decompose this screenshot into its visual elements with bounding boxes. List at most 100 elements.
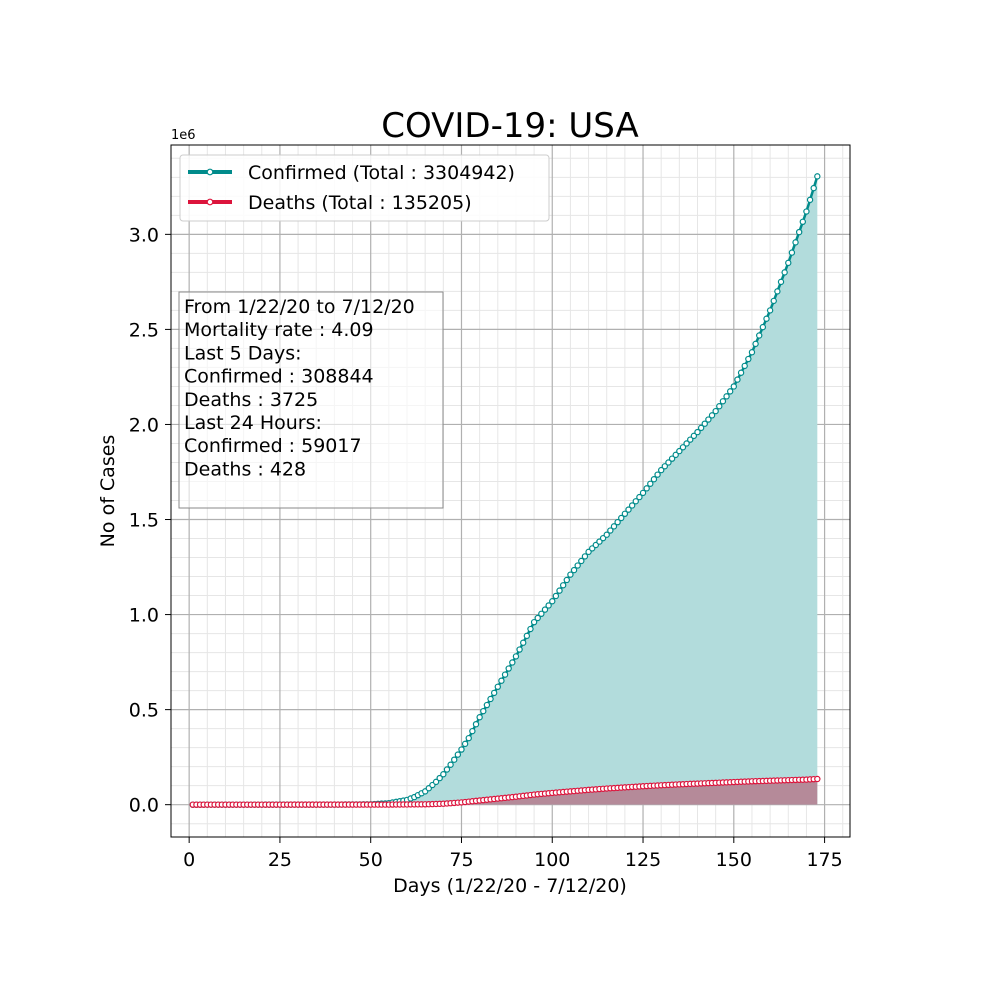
confirmed-point [734, 376, 741, 383]
confirmed-point [490, 689, 498, 697]
confirmed-point [748, 349, 756, 356]
confirmed-point [694, 428, 701, 436]
confirmed-point [788, 249, 796, 256]
confirmed-point [501, 671, 509, 678]
confirmed-point [447, 761, 454, 768]
confirmed-point [628, 502, 636, 509]
confirmed-point [687, 436, 694, 443]
x-tick-label: 100 [534, 849, 570, 871]
confirmed-point [730, 383, 738, 390]
confirmed-point [774, 288, 781, 295]
confirmed-point [530, 618, 538, 626]
confirmed-point [483, 701, 491, 709]
confirmed-point [657, 466, 665, 474]
confirmed-point [639, 489, 647, 497]
confirmed-point [705, 416, 712, 423]
confirmed-point [461, 740, 469, 748]
confirmed-point [777, 278, 785, 286]
confirmed-point [556, 587, 563, 594]
x-tick-label: 150 [716, 849, 752, 871]
confirmed-point [708, 412, 716, 419]
confirmed-point [770, 297, 777, 305]
confirmed-point [469, 727, 476, 735]
confirmed-point [559, 582, 567, 589]
confirmed-point [505, 665, 512, 672]
confirmed-point [570, 566, 578, 574]
confirmed-point [523, 632, 531, 640]
confirmed-point [679, 444, 687, 451]
confirmed-point [697, 424, 705, 432]
confirmed-point [440, 771, 447, 778]
y-axis-label: No of Cases [97, 435, 119, 548]
confirmed-point [737, 369, 745, 376]
confirmed-point [581, 553, 589, 560]
y-tick-label: 0.5 [129, 700, 159, 722]
confirmed-point [785, 259, 792, 267]
confirmed-point [516, 646, 523, 653]
deaths-point [814, 775, 821, 783]
confirmed-point [683, 440, 690, 447]
y-tick-label: 0.0 [129, 795, 159, 817]
series-markers [189, 173, 821, 808]
confirmed-point [745, 355, 752, 363]
confirmed-point [476, 714, 483, 721]
y-tick-label: 1.5 [129, 510, 159, 532]
confirmed-point [541, 606, 549, 613]
confirmed-point [458, 746, 465, 753]
info-line: From 1/22/20 to 7/12/20 [184, 296, 415, 318]
confirmed-point [719, 398, 727, 405]
confirmed-point [567, 571, 574, 578]
confirmed-point [603, 531, 610, 538]
confirmed-point [661, 463, 669, 470]
confirmed-point [690, 432, 698, 440]
confirmed-point [621, 510, 629, 518]
x-tick-label: 0 [183, 849, 195, 871]
info-line: Deaths : 3725 [184, 389, 318, 411]
info-line: Last 24 Hours: [184, 412, 322, 434]
y-tick-label: 2.5 [129, 319, 159, 341]
confirmed-point [472, 721, 480, 728]
legend: Confirmed (Total : 3304942) Deaths (Total… [179, 154, 550, 222]
confirmed-point [451, 756, 458, 763]
y-axis-ticks: 0.0 0.5 1.0 1.5 2.0 2.5 3.0 [129, 224, 171, 817]
x-tick-label: 50 [359, 849, 383, 871]
confirmed-point [578, 557, 585, 565]
confirmed-point [676, 447, 683, 455]
confirmed-point [792, 239, 799, 246]
confirmed-point [527, 625, 534, 633]
confirmed-point [795, 228, 803, 236]
confirmed-point [443, 766, 451, 773]
confirmed-point [545, 602, 552, 609]
info-line: Deaths : 428 [184, 458, 306, 480]
legend-label-deaths: Deaths (Total : 135205) [248, 192, 472, 214]
legend-marker-confirmed [206, 168, 214, 176]
legend-marker-deaths [206, 198, 214, 206]
confirmed-point [654, 471, 661, 478]
info-box-frame [178, 291, 444, 509]
confirmed-point [756, 332, 763, 339]
y-tick-label: 2.0 [129, 414, 159, 436]
confirmed-point [781, 269, 788, 276]
confirmed-point [520, 639, 527, 646]
confirmed-point [672, 451, 679, 459]
confirmed-area [192, 176, 818, 805]
confirmed-point [607, 527, 614, 534]
confirmed-point [759, 323, 767, 331]
confirmed-point [625, 506, 632, 513]
confirmed-point [614, 518, 621, 526]
confirmed-point [534, 614, 541, 622]
confirmed-point [509, 659, 516, 666]
confirmed-point [763, 315, 770, 322]
confirmed-point [726, 388, 734, 395]
confirmed-point [632, 498, 639, 505]
confirmed-point [538, 610, 545, 618]
confirmed-point [498, 677, 505, 684]
confirmed-point [512, 653, 520, 660]
legend-label-confirmed: Confirmed (Total : 3304942) [248, 162, 515, 184]
confirmed-point [432, 778, 440, 786]
x-axis-ticks: 0 25 50 75 100 125 150 175 [183, 837, 843, 871]
confirmed-point [716, 403, 723, 410]
confirmed-point [814, 173, 821, 180]
axes-frame [170, 144, 851, 838]
